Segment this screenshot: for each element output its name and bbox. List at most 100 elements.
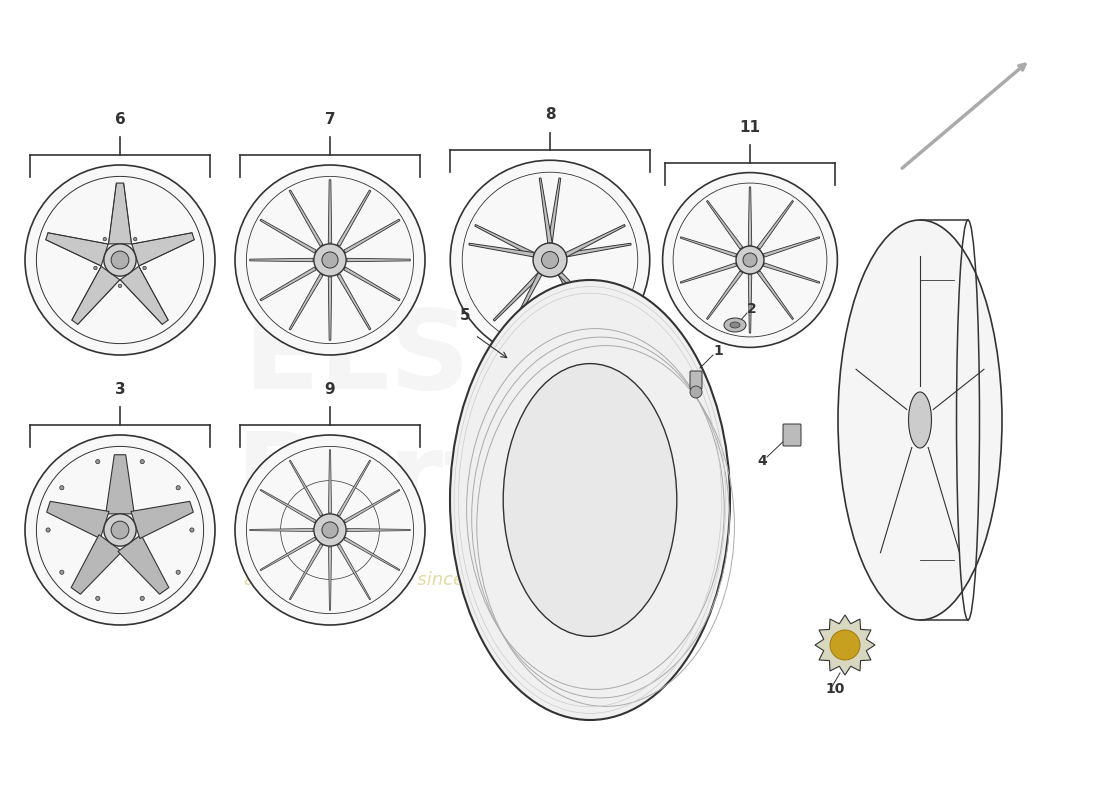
Polygon shape (346, 258, 410, 262)
Polygon shape (72, 266, 120, 324)
Text: 1: 1 (713, 344, 723, 358)
Polygon shape (548, 178, 561, 243)
Polygon shape (344, 267, 400, 301)
Circle shape (59, 486, 64, 490)
Polygon shape (558, 273, 591, 333)
Polygon shape (509, 273, 542, 333)
Polygon shape (475, 225, 535, 257)
Polygon shape (565, 225, 625, 257)
Polygon shape (344, 490, 399, 523)
Circle shape (96, 459, 100, 464)
Circle shape (690, 386, 702, 398)
Circle shape (830, 630, 860, 660)
Polygon shape (680, 237, 737, 257)
Polygon shape (329, 547, 331, 610)
Text: 11: 11 (739, 120, 760, 134)
Polygon shape (46, 502, 109, 538)
Polygon shape (680, 263, 737, 283)
Circle shape (742, 253, 757, 267)
Polygon shape (289, 190, 323, 246)
Text: 6: 6 (114, 112, 125, 127)
Polygon shape (260, 267, 316, 301)
Text: a passion for parts since 1985: a passion for parts since 1985 (244, 571, 516, 589)
Polygon shape (763, 263, 820, 283)
Polygon shape (250, 258, 314, 262)
Polygon shape (132, 233, 195, 266)
Circle shape (143, 266, 146, 270)
Polygon shape (289, 460, 322, 516)
Polygon shape (120, 266, 168, 324)
Polygon shape (539, 178, 552, 243)
Text: 3: 3 (114, 382, 125, 397)
Polygon shape (337, 274, 371, 330)
Circle shape (322, 522, 338, 538)
Polygon shape (338, 460, 371, 516)
Circle shape (736, 246, 764, 274)
Polygon shape (46, 233, 108, 266)
Text: 5: 5 (460, 308, 471, 323)
Circle shape (103, 244, 136, 276)
Circle shape (176, 486, 180, 490)
Text: 7: 7 (324, 112, 336, 127)
Polygon shape (250, 529, 314, 531)
Polygon shape (338, 544, 371, 600)
Polygon shape (565, 243, 631, 257)
Polygon shape (261, 537, 316, 570)
Circle shape (25, 165, 215, 355)
Circle shape (314, 244, 346, 276)
Circle shape (46, 528, 51, 532)
Polygon shape (328, 180, 332, 243)
Polygon shape (757, 271, 793, 319)
Circle shape (314, 514, 346, 546)
FancyBboxPatch shape (783, 424, 801, 446)
Polygon shape (329, 450, 331, 513)
Polygon shape (815, 615, 875, 675)
Polygon shape (260, 219, 316, 253)
Circle shape (541, 251, 559, 269)
Circle shape (94, 266, 97, 270)
FancyBboxPatch shape (690, 371, 702, 389)
Circle shape (103, 238, 107, 241)
Text: ELSA
Parts: ELSA Parts (236, 305, 563, 535)
Circle shape (133, 238, 136, 241)
Polygon shape (706, 201, 743, 249)
Ellipse shape (909, 392, 932, 448)
Text: 4: 4 (757, 454, 767, 468)
Polygon shape (748, 274, 751, 333)
Polygon shape (757, 201, 793, 249)
Circle shape (450, 160, 650, 360)
Text: 9: 9 (324, 382, 336, 397)
Ellipse shape (838, 220, 1002, 620)
Circle shape (322, 252, 338, 268)
Polygon shape (493, 272, 541, 321)
Circle shape (534, 243, 566, 277)
Ellipse shape (730, 322, 740, 328)
Polygon shape (559, 272, 607, 321)
Circle shape (140, 596, 144, 601)
Polygon shape (469, 243, 535, 257)
Circle shape (103, 514, 136, 546)
Polygon shape (261, 490, 316, 523)
Polygon shape (346, 529, 410, 531)
Circle shape (662, 173, 837, 347)
Ellipse shape (450, 280, 730, 720)
Text: 10: 10 (825, 682, 845, 696)
Polygon shape (118, 534, 168, 594)
Polygon shape (328, 277, 332, 340)
Polygon shape (72, 534, 122, 594)
Circle shape (96, 596, 100, 601)
Circle shape (119, 284, 122, 287)
Circle shape (235, 435, 425, 625)
Polygon shape (763, 237, 820, 257)
Text: 8: 8 (544, 107, 556, 122)
Circle shape (59, 570, 64, 574)
Polygon shape (109, 183, 132, 244)
Polygon shape (131, 502, 194, 538)
Circle shape (111, 521, 129, 539)
Polygon shape (106, 454, 134, 514)
Ellipse shape (724, 318, 746, 332)
Polygon shape (748, 187, 751, 246)
Circle shape (140, 459, 144, 464)
Ellipse shape (503, 363, 676, 637)
Circle shape (190, 528, 194, 532)
